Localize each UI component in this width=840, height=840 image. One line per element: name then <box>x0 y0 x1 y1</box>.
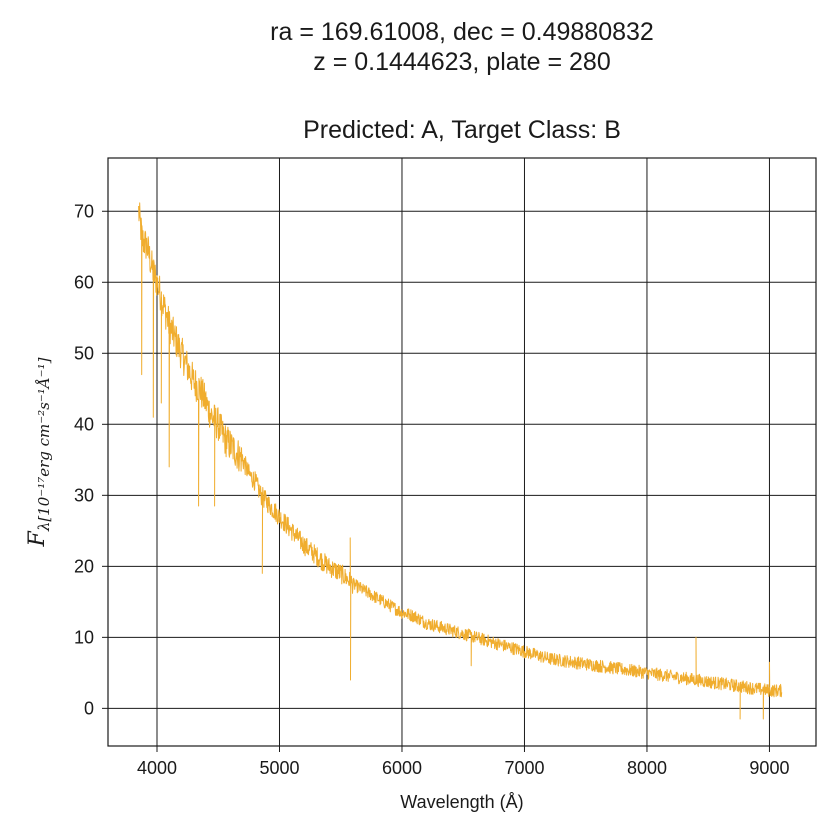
grid <box>108 158 816 746</box>
y-axis-label-main: F <box>25 530 50 547</box>
x-tick-label: 5000 <box>259 758 299 778</box>
y-tick-label: 30 <box>74 485 94 505</box>
x-tick-label: 8000 <box>627 758 667 778</box>
y-tick-label: 70 <box>74 201 94 221</box>
plot-frame <box>107 157 817 747</box>
y-tick-label: 10 <box>74 627 94 647</box>
y-tick-label: 40 <box>74 414 94 434</box>
series-group <box>138 202 783 720</box>
spectrum-line <box>138 202 783 720</box>
y-axis-label: Fλ[10⁻¹⁷erg cm⁻²s⁻¹Å⁻¹] <box>25 357 53 547</box>
chart-title-line-2: z = 0.1444623, plate = 280 <box>313 48 611 76</box>
y-tick-label: 0 <box>84 698 94 718</box>
y-tick-label: 50 <box>74 343 94 363</box>
y-tick-label: 60 <box>74 272 94 292</box>
x-tick-label: 9000 <box>749 758 789 778</box>
y-tick-label: 20 <box>74 556 94 576</box>
y-axis-label-sub: λ[10⁻¹⁷erg cm⁻²s⁻¹Å⁻¹] <box>35 357 53 532</box>
x-tick-label: 6000 <box>382 758 422 778</box>
x-tick-label: 7000 <box>504 758 544 778</box>
x-tick-label: 4000 <box>137 758 177 778</box>
tick-labels: 4000 5000 6000 7000 8000 9000 0 10 20 30 40 50 60 70 <box>74 201 790 778</box>
chart-title-line-1: ra = 169.61008, dec = 0.49880832 <box>270 18 654 46</box>
x-axis-label: Wavelength (Å) <box>400 792 523 812</box>
chart-title-line-3: Predicted: A, Target Class: B <box>303 116 621 144</box>
